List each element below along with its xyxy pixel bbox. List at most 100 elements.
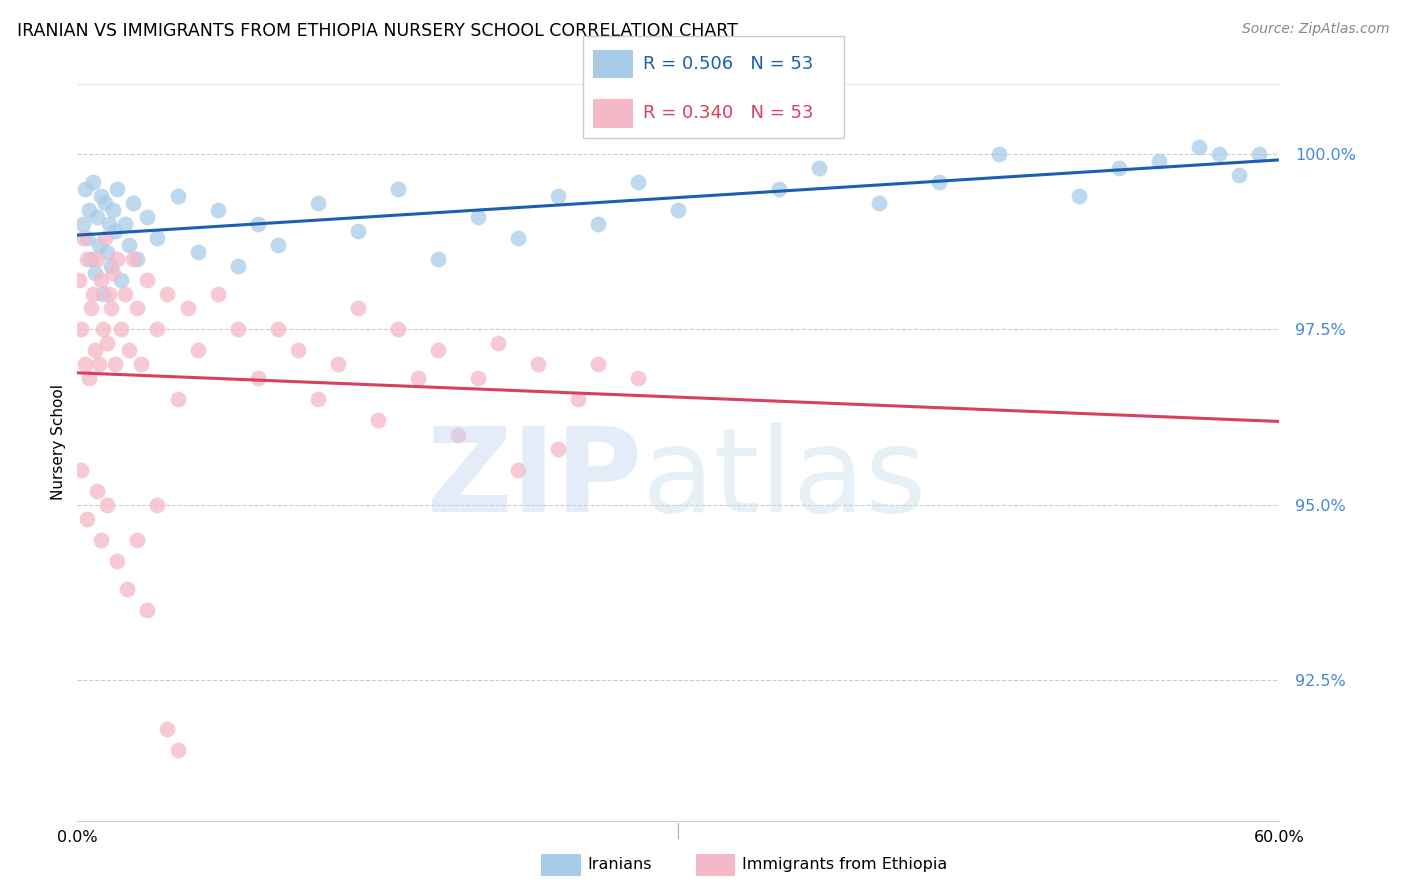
Point [307, 195, 329, 210]
Point [136, 210, 159, 224]
Point [127, 252, 149, 266]
Point [93, 322, 115, 336]
Point [467, 210, 489, 224]
Point [104, 357, 127, 371]
Point [186, 245, 209, 260]
Point [75, 357, 97, 371]
Point [928, 175, 950, 189]
Text: ZIP: ZIP [426, 422, 643, 537]
Y-axis label: Nursery School: Nursery School [51, 384, 66, 500]
Point [86, 483, 108, 498]
Point [70, 322, 93, 336]
Point [79, 371, 101, 385]
Point [567, 392, 589, 407]
Point [547, 442, 569, 456]
Point [186, 343, 209, 358]
Point [768, 182, 790, 196]
Point [427, 343, 450, 358]
Point [136, 273, 159, 287]
Point [98, 217, 121, 231]
Point [90, 189, 112, 203]
Point [146, 322, 169, 336]
Point [114, 217, 136, 231]
Point [1208, 146, 1230, 161]
Point [1069, 189, 1091, 203]
Point [427, 252, 450, 266]
Point [104, 224, 127, 238]
Point [114, 287, 136, 301]
Point [127, 533, 149, 547]
Point [79, 202, 101, 217]
Point [447, 427, 470, 442]
Point [107, 252, 129, 266]
Point [508, 462, 530, 476]
Point [96, 336, 118, 351]
Text: Source: ZipAtlas.com: Source: ZipAtlas.com [1241, 22, 1389, 37]
Point [96, 498, 118, 512]
Text: Iranians: Iranians [588, 857, 652, 872]
Point [1188, 139, 1211, 153]
Point [1108, 161, 1130, 175]
Point [131, 357, 153, 371]
Point [547, 189, 569, 203]
Point [96, 245, 118, 260]
Point [588, 357, 610, 371]
Point [486, 336, 509, 351]
Point [156, 723, 179, 737]
Point [76, 252, 98, 266]
Point [86, 252, 108, 266]
Point [90, 273, 112, 287]
Point [118, 343, 141, 358]
Point [100, 259, 122, 273]
Point [367, 413, 389, 427]
Point [94, 195, 117, 210]
Point [146, 231, 169, 245]
Point [110, 322, 132, 336]
Point [326, 357, 349, 371]
Point [122, 195, 145, 210]
Point [127, 301, 149, 315]
Point [98, 287, 121, 301]
Point [80, 252, 103, 266]
Point [387, 182, 409, 196]
Point [89, 357, 111, 371]
Point [988, 146, 1011, 161]
Point [207, 287, 229, 301]
Point [627, 371, 650, 385]
Text: IRANIAN VS IMMIGRANTS FROM ETHIOPIA NURSERY SCHOOL CORRELATION CHART: IRANIAN VS IMMIGRANTS FROM ETHIOPIA NURS… [17, 22, 738, 40]
Text: atlas: atlas [643, 422, 928, 537]
Point [166, 743, 188, 757]
Point [146, 498, 169, 512]
Point [67, 273, 90, 287]
Point [246, 371, 269, 385]
Point [76, 512, 98, 526]
Point [156, 287, 179, 301]
Point [346, 301, 368, 315]
Point [76, 231, 98, 245]
Point [84, 343, 107, 358]
Point [72, 217, 94, 231]
Point [868, 195, 890, 210]
Point [668, 202, 690, 217]
Point [72, 231, 94, 245]
Point [807, 161, 830, 175]
Point [226, 259, 249, 273]
Point [1149, 153, 1171, 168]
Point [176, 301, 198, 315]
Text: R = 0.340   N = 53: R = 0.340 N = 53 [643, 104, 813, 122]
Point [627, 175, 650, 189]
Point [84, 266, 107, 280]
Point [346, 224, 368, 238]
Point [267, 238, 290, 252]
Point [207, 202, 229, 217]
Point [70, 462, 93, 476]
Point [588, 217, 610, 231]
Point [118, 238, 141, 252]
Point [136, 603, 159, 617]
Point [75, 182, 97, 196]
Point [103, 266, 125, 280]
Text: Immigrants from Ethiopia: Immigrants from Ethiopia [742, 857, 948, 872]
Point [100, 301, 122, 315]
Point [387, 322, 409, 336]
Point [226, 322, 249, 336]
